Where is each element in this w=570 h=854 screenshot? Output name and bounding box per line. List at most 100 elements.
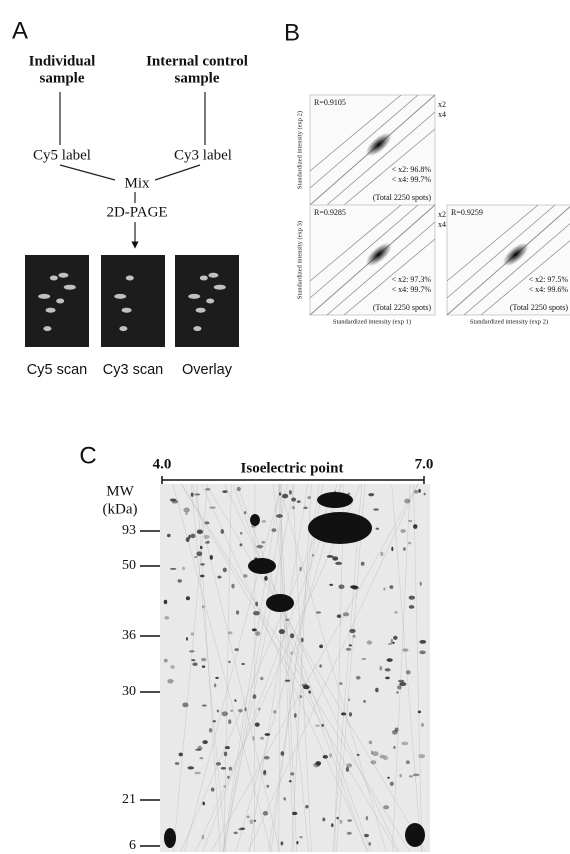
fold-line xyxy=(343,128,436,206)
gel-spot xyxy=(209,506,216,509)
ratio-text: < x4: 99.7% xyxy=(392,285,432,294)
x-title: Isoelectric point xyxy=(241,460,344,476)
gel-streak xyxy=(292,483,312,853)
gel-spot xyxy=(210,787,215,792)
gel-spot xyxy=(370,750,374,755)
gel-spot xyxy=(413,524,418,529)
gel-spot xyxy=(336,614,342,619)
scatter-plot xyxy=(309,94,436,206)
gel-spot xyxy=(419,581,422,586)
gel-streak xyxy=(392,483,411,853)
gel-spot xyxy=(345,766,349,772)
gel-spot xyxy=(387,776,390,779)
gel-major-spot xyxy=(266,594,294,612)
scan-spot xyxy=(56,298,65,304)
gel-spot xyxy=(278,629,285,635)
gel-spot xyxy=(164,616,170,620)
scatter-cloud xyxy=(502,242,529,267)
gel-major-spot xyxy=(164,828,176,848)
gel-spot xyxy=(261,540,266,544)
gel-spot xyxy=(224,746,230,750)
scan-spot xyxy=(121,307,132,313)
gel-spot xyxy=(388,642,393,645)
gel-spot xyxy=(187,766,195,770)
gel-spot xyxy=(418,754,426,759)
mix-text: Mix xyxy=(124,175,150,191)
gel-streak xyxy=(278,483,387,853)
gel-spot xyxy=(319,664,322,668)
gel-spot xyxy=(290,772,295,776)
gel-spot xyxy=(215,762,222,766)
gel-spot xyxy=(166,533,171,538)
gel-spot xyxy=(375,527,380,530)
fold-line xyxy=(446,204,556,299)
gel-streak xyxy=(268,483,324,853)
gel-spot xyxy=(311,554,315,557)
label-text: Cy3 label xyxy=(174,147,232,163)
gel-spot xyxy=(194,555,198,559)
gel-spot xyxy=(285,618,290,621)
scatter-plot xyxy=(309,204,436,316)
gel-spot xyxy=(221,711,228,717)
gel-spot xyxy=(356,753,360,757)
gel-spot xyxy=(253,819,257,822)
gel-spot xyxy=(366,640,373,645)
gel-spot xyxy=(190,533,196,539)
gel-spot xyxy=(393,745,396,749)
ratio-text: < x2: 97.5% xyxy=(529,275,569,284)
gel-spot xyxy=(291,505,296,510)
gel-spot xyxy=(338,584,345,589)
gel-spot xyxy=(399,773,402,778)
fold-line xyxy=(326,221,436,316)
gel-spot xyxy=(202,801,205,806)
gel-streak xyxy=(332,483,363,853)
gel-spot xyxy=(301,637,304,643)
gel-spot xyxy=(260,676,264,681)
sample-text: sample xyxy=(40,70,85,86)
gel-spot xyxy=(246,815,250,819)
gel-spot xyxy=(204,541,209,544)
gel-spot xyxy=(322,755,328,759)
gel-spot xyxy=(347,492,351,495)
gel-streak xyxy=(172,483,272,853)
gel-spot xyxy=(386,658,393,662)
gel-spot xyxy=(228,719,232,725)
gel-spot xyxy=(234,648,239,652)
scan-spot xyxy=(49,275,58,281)
fold-line xyxy=(343,238,436,316)
gel-spot xyxy=(238,828,244,831)
scan-image xyxy=(101,255,165,347)
gel-streak xyxy=(391,483,422,853)
gel-streak xyxy=(173,483,208,853)
gel-spot xyxy=(399,682,407,687)
gel-spot xyxy=(253,610,260,616)
fold-line xyxy=(309,204,402,282)
gel-spot xyxy=(391,546,394,552)
scan-caption: Overlay xyxy=(182,362,233,378)
gel-spot xyxy=(182,702,189,708)
gel-spot xyxy=(260,736,265,740)
gel-spot xyxy=(350,585,357,589)
sample-text: Internal control xyxy=(146,53,248,69)
scan-spot xyxy=(63,284,76,290)
gel-spot xyxy=(342,612,350,617)
gel-spot xyxy=(188,650,195,653)
gel-spot xyxy=(236,486,241,492)
gel-spot xyxy=(347,819,352,822)
gel-spot xyxy=(361,657,367,661)
gel-spot xyxy=(389,585,394,589)
gel-spot xyxy=(215,676,219,679)
gel-spot xyxy=(296,840,299,845)
gel-streak xyxy=(202,483,342,853)
gel-spot xyxy=(178,752,183,757)
gel-spot xyxy=(412,773,420,777)
gel-spot xyxy=(322,817,326,822)
gel-streak xyxy=(224,483,399,853)
gel-spot xyxy=(241,662,245,666)
gel-spot xyxy=(419,650,426,655)
gel-spot xyxy=(239,531,243,535)
gel-streak xyxy=(334,483,345,853)
gel-spot xyxy=(202,740,208,745)
scan-spot xyxy=(213,284,226,290)
gel-spot xyxy=(363,699,366,703)
